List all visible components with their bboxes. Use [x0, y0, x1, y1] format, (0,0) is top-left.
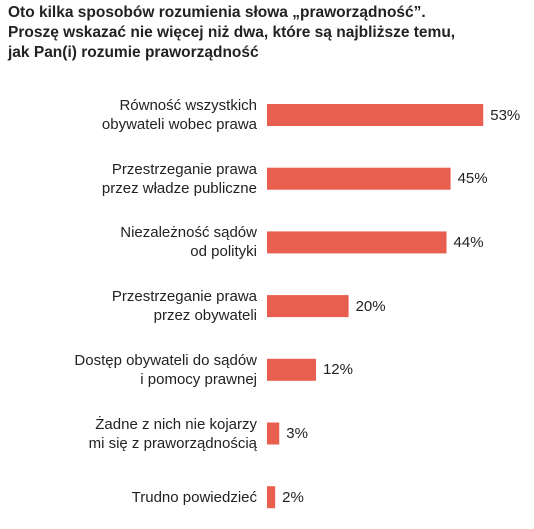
bar: [267, 422, 280, 445]
category-label: Niezależność sądów od polityki: [120, 224, 257, 261]
value-label: 44%: [453, 233, 484, 251]
chart-title: Oto kilka sposobów rozumienia słowa „pra…: [8, 4, 456, 61]
category-label: Dostęp obywateli do sądów i pomocy prawn…: [74, 351, 257, 388]
bar: [267, 295, 349, 318]
value-label: 3%: [286, 425, 308, 442]
bar: [267, 167, 451, 190]
value-label: 45%: [457, 170, 488, 188]
bar: [267, 486, 276, 509]
bar: [267, 104, 484, 126]
value-label: 20%: [355, 297, 386, 315]
category-label: Przestrzeganie prawa przez obywateli: [111, 288, 257, 325]
value-label: 53%: [490, 106, 521, 124]
category-label: Trudno powiedzieć: [131, 488, 257, 506]
value-label: 12%: [322, 361, 353, 379]
category-label: Równość wszystkich obywateli wobec prawa: [101, 97, 257, 133]
category-label: Przestrzeganie prawa przez władze public…: [101, 160, 257, 197]
category-label: Żadne z nich nie kojarzy mi się z prawor…: [88, 415, 257, 452]
bar: [267, 358, 316, 381]
value-label: 2%: [282, 488, 304, 506]
bar: [267, 231, 447, 254]
